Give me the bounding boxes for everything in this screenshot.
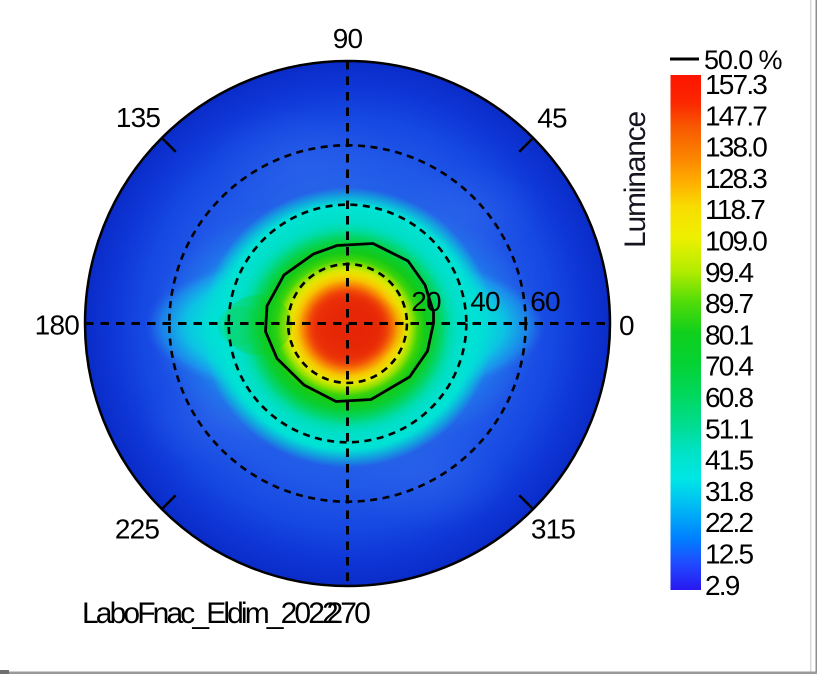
svg-text:40: 40 [470, 286, 500, 317]
svg-text:70.4: 70.4 [705, 351, 754, 382]
svg-text:20: 20 [411, 286, 441, 317]
svg-text:41.5: 41.5 [705, 445, 754, 476]
svg-text:60: 60 [530, 286, 560, 317]
svg-text:118.7: 118.7 [705, 194, 765, 225]
svg-text:12.5: 12.5 [705, 539, 754, 570]
svg-text:99.4: 99.4 [705, 257, 754, 288]
svg-text:2.9: 2.9 [705, 570, 740, 601]
svg-text:135: 135 [116, 102, 161, 133]
svg-text:45: 45 [537, 103, 567, 134]
svg-text:128.3: 128.3 [705, 163, 767, 194]
svg-text:270: 270 [327, 597, 371, 630]
svg-text:157.3: 157.3 [705, 69, 767, 100]
svg-text:31.8: 31.8 [705, 476, 754, 507]
svg-text:138.0: 138.0 [705, 132, 767, 163]
svg-text:80.1: 80.1 [705, 319, 754, 350]
svg-text:109.0: 109.0 [705, 226, 767, 257]
svg-text:60.8: 60.8 [705, 382, 754, 413]
svg-text:50.0 %: 50.0 % [704, 45, 783, 75]
svg-text:315: 315 [531, 514, 576, 545]
svg-text:147.7: 147.7 [705, 100, 767, 131]
svg-text:225: 225 [115, 514, 160, 545]
svg-text:22.2: 22.2 [705, 507, 754, 538]
svg-text:180: 180 [35, 310, 80, 341]
svg-text:51.1: 51.1 [705, 413, 754, 444]
svg-text:Luminance: Luminance [619, 112, 652, 248]
svg-text:0: 0 [619, 310, 634, 341]
svg-text:90: 90 [333, 23, 363, 54]
svg-text:89.7: 89.7 [705, 288, 754, 319]
svg-text:LaboFnac_Eldim_2022: LaboFnac_Eldim_2022 [82, 597, 338, 630]
